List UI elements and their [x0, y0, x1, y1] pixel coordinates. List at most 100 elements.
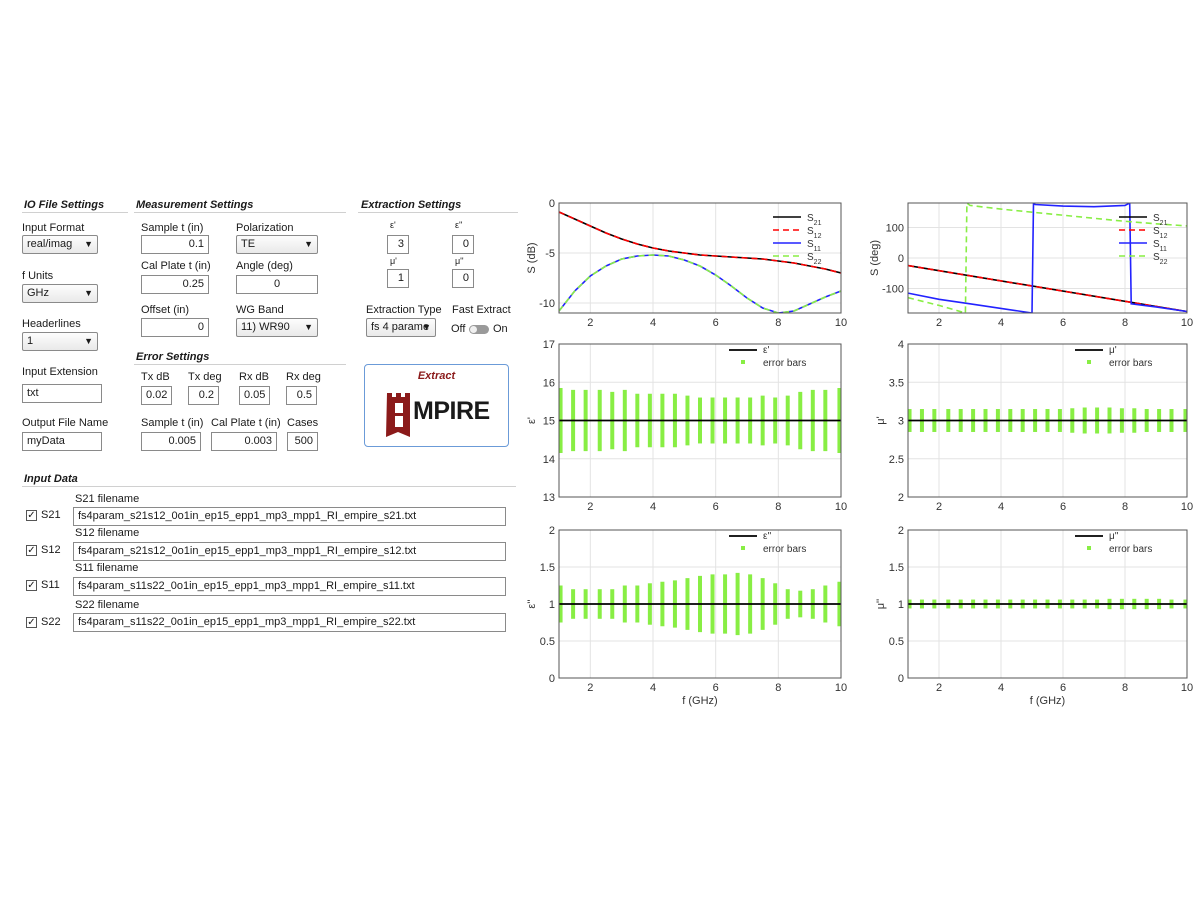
x-tick-label: 4: [650, 501, 656, 513]
x-tick-label: 4: [998, 501, 1004, 513]
legend-label-s22: S22: [807, 252, 822, 266]
x-tick-label: 8: [1122, 317, 1128, 329]
legend-label-value: ε'': [763, 531, 771, 542]
y-axis-label: S (dB): [526, 242, 538, 273]
err-cal-plate-field[interactable]: 0.003: [211, 432, 277, 451]
x-tick-label: 4: [650, 317, 656, 329]
legend-label-s22: S22: [1153, 252, 1168, 266]
series-line-s22: [908, 203, 1187, 313]
s21-filename-label: S21 filename: [75, 493, 140, 505]
s12-filename-label: S12 filename: [75, 527, 140, 539]
legend-marker: [1087, 546, 1091, 550]
io-section-title: IO File Settings: [24, 199, 105, 211]
extraction-section-title: Extraction Settings: [361, 199, 462, 211]
x-tick-label: 8: [775, 317, 781, 329]
x-tick-label: 4: [650, 682, 656, 694]
x-tick-label: 10: [835, 317, 847, 329]
plot-area: [559, 211, 841, 313]
headerlines-dropdown[interactable]: 1 ▼: [22, 332, 98, 351]
s22-filename-field[interactable]: fs4param_s11s22_0o1in_ep15_epp1_mp3_mpp1…: [73, 613, 506, 632]
s12-checkbox[interactable]: ✓: [26, 545, 37, 556]
wg-band-value: 11) WR90: [241, 321, 290, 333]
y-tick-label: -100: [882, 284, 904, 296]
dropdown-arrow-icon: ▼: [304, 322, 313, 332]
y-tick-label: 17: [543, 339, 555, 351]
error-section-title: Error Settings: [136, 351, 210, 363]
rx-db-field[interactable]: 0.05: [239, 386, 270, 405]
wg-band-dropdown[interactable]: 11) WR90 ▼: [236, 318, 318, 337]
axes-frame: [558, 343, 842, 498]
offset-field[interactable]: 0: [141, 318, 209, 337]
s11-checkbox[interactable]: ✓: [26, 580, 37, 591]
y-tick-label: 15: [543, 416, 555, 428]
s21-checkbox[interactable]: ✓: [26, 510, 37, 521]
output-file-field[interactable]: myData: [22, 432, 102, 451]
x-tick-label: 8: [775, 682, 781, 694]
x-tick-label: 4: [998, 682, 1004, 694]
y-tick-label: 2.5: [889, 454, 904, 466]
y-tick-label: 0.5: [540, 636, 555, 648]
y-tick-label: 3: [898, 416, 904, 428]
mu1-field[interactable]: 1: [387, 269, 409, 288]
rx-deg-field[interactable]: 0.5: [286, 386, 317, 405]
f-units-dropdown[interactable]: GHz ▼: [22, 284, 98, 303]
fast-extract-label: Fast Extract: [452, 304, 511, 316]
s12-filename-field[interactable]: fs4param_s21s12_0o1in_ep15_epp1_mp3_mpp1…: [73, 542, 506, 561]
input-extension-label: Input Extension: [22, 366, 98, 378]
sample-t-field[interactable]: 0.1: [141, 235, 209, 254]
mu1-label: μ': [390, 256, 397, 266]
x-tick-label: 2: [936, 501, 942, 513]
angle-field[interactable]: 0: [236, 275, 318, 294]
axes-frame: [558, 529, 842, 679]
dropdown-arrow-icon: ▼: [84, 336, 93, 346]
s22-checkbox[interactable]: ✓: [26, 617, 37, 628]
y-tick-label: -5: [545, 248, 555, 260]
s11-checkbox-label: S11: [41, 579, 60, 591]
polarization-dropdown[interactable]: TE ▼: [236, 235, 318, 254]
headerlines-value: 1: [27, 335, 34, 347]
fast-extract-toggle[interactable]: [469, 325, 489, 334]
chart-legend: μ'' error bars: [1075, 531, 1152, 555]
fast-extract-on-label: On: [493, 323, 508, 335]
chart-legend: μ' error bars: [1075, 345, 1152, 369]
cases-label: Cases: [287, 417, 319, 429]
axes-frame: [907, 529, 1188, 679]
tx-deg-field[interactable]: 0.2: [188, 386, 219, 405]
plot-area: [908, 203, 1187, 313]
series-line-s12: [908, 264, 1187, 313]
offset-label: Offset (in): [141, 304, 190, 316]
cal-plate-field[interactable]: 0.25: [141, 275, 209, 294]
x-tick-label: 6: [713, 317, 719, 329]
eps1-field[interactable]: 3: [387, 235, 409, 254]
mu2-field[interactable]: 0: [452, 269, 474, 288]
cases-field[interactable]: 500: [287, 432, 318, 451]
empire-logo-text: MPIRE: [413, 397, 490, 425]
eps2-field[interactable]: 0: [452, 235, 474, 254]
tx-db-field[interactable]: 0.02: [141, 386, 172, 405]
input-format-dropdown[interactable]: real/imag ▼: [22, 235, 98, 254]
empire-logo-icon: [386, 393, 410, 437]
axes-frame: [907, 343, 1188, 498]
y-tick-label: 1.5: [889, 562, 904, 574]
x-tick-label: 2: [936, 317, 942, 329]
y-tick-label: 0.5: [889, 636, 904, 648]
s21-checkbox-label: S21: [41, 509, 61, 521]
x-tick-label: 10: [835, 501, 847, 513]
input-format-label: Input Format: [22, 222, 85, 234]
s11-filename-field[interactable]: fs4param_s11s22_0o1in_ep15_epp1_mp3_mpp1…: [73, 577, 506, 596]
err-sample-t-field[interactable]: 0.005: [141, 432, 201, 451]
y-tick-label: 4: [898, 339, 904, 351]
input-extension-field[interactable]: txt: [22, 384, 102, 403]
legend-label-value: μ': [1109, 345, 1117, 356]
y-tick-label: 0: [898, 673, 904, 685]
legend-label-error-bars: error bars: [763, 358, 806, 369]
x-tick-label: 10: [1181, 682, 1193, 694]
input-data-title: Input Data: [24, 473, 78, 485]
extraction-type-dropdown[interactable]: fs 4 parame ▼: [366, 318, 436, 337]
series-line-s12: [559, 211, 841, 274]
s21-filename-field[interactable]: fs4param_s21s12_0o1in_ep15_epp1_mp3_mpp1…: [73, 507, 506, 526]
extract-button-label: Extract: [417, 370, 456, 382]
chart-legend: ε' error bars: [729, 345, 806, 369]
legend-label-error-bars: error bars: [1109, 358, 1152, 369]
